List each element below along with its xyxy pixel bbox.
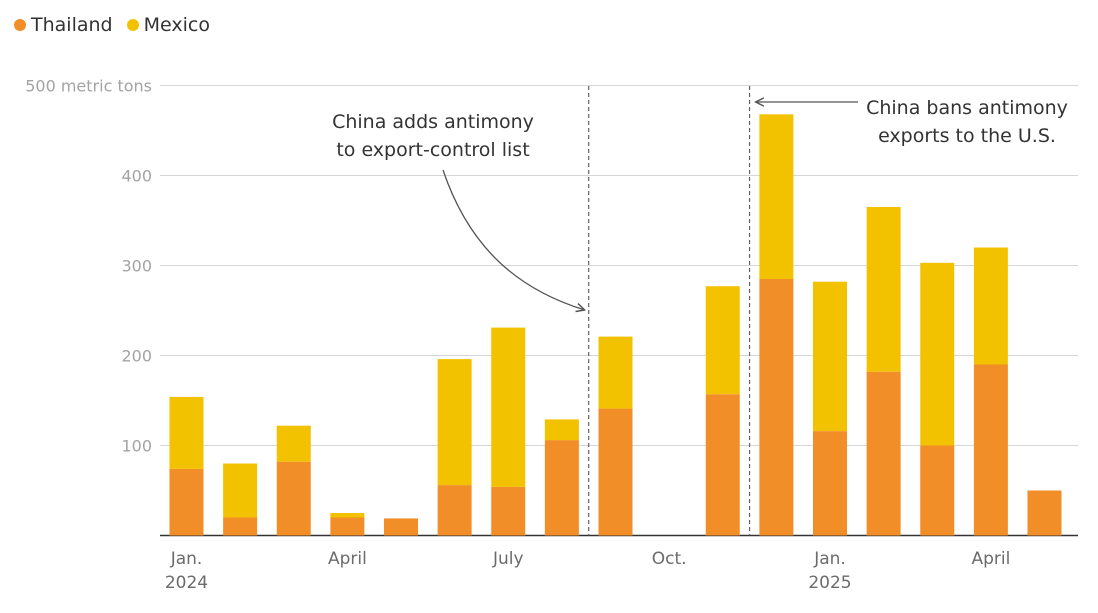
annotation-export-control: to export-control list xyxy=(336,139,529,161)
bar-thailand xyxy=(1027,490,1062,536)
x-axis-labels: Jan. 2024 April July Oct. Jan. 2025 April xyxy=(165,549,1010,593)
x-tick-year-label: 2024 xyxy=(165,573,208,593)
annotation-arrow-curved xyxy=(442,169,585,310)
annotation-export-control: China adds antimony xyxy=(332,111,534,133)
bar-thailand xyxy=(169,468,204,536)
bar-mexico xyxy=(437,359,472,486)
legend-swatch-thailand xyxy=(14,19,26,31)
bar-thailand xyxy=(491,486,526,536)
y-tick-label: 100 xyxy=(121,437,152,456)
bar-mexico xyxy=(223,463,258,518)
bar-thailand xyxy=(437,485,472,536)
legend-swatch-mexico xyxy=(126,19,139,31)
bar-mexico xyxy=(973,247,1008,365)
legend-item-mexico: Mexico xyxy=(126,14,210,36)
x-tick-label: Jan. xyxy=(813,549,846,569)
annotation-export-ban: China bans antimony xyxy=(866,97,1068,119)
bar-mexico xyxy=(491,327,526,487)
bar-thailand xyxy=(759,279,794,536)
bar-thailand xyxy=(223,517,258,536)
bar-thailand xyxy=(276,461,311,536)
bar-thailand xyxy=(384,518,418,536)
bar-thailand xyxy=(705,394,740,536)
y-tick-label: 400 xyxy=(121,167,152,186)
x-tick-label: April xyxy=(328,549,367,569)
x-tick-label: July xyxy=(492,549,524,569)
bar-mexico xyxy=(813,281,847,432)
event-markers: China adds antimony to export-control lis… xyxy=(332,86,1068,536)
bar-mexico xyxy=(705,286,740,395)
x-tick-label: Jan. xyxy=(170,549,203,569)
bar-thailand xyxy=(920,445,955,536)
bar-mexico xyxy=(866,207,901,372)
chart-legend: Thailand Mexico xyxy=(14,14,224,36)
y-tick-label: 300 xyxy=(121,257,152,276)
bar-thailand xyxy=(973,364,1008,536)
x-tick-label: April xyxy=(971,549,1010,569)
bar-mexico xyxy=(759,114,794,279)
bar-mexico xyxy=(920,262,955,446)
legend-label-thailand: Thailand xyxy=(31,14,113,36)
bar-thailand xyxy=(813,431,847,536)
y-axis-labels: 100 200 300 400 500 metric tons xyxy=(25,77,152,456)
legend-item-thailand: Thailand xyxy=(14,14,113,36)
bar-thailand xyxy=(330,517,365,536)
bar-mexico xyxy=(169,396,204,469)
x-tick-year-label: 2025 xyxy=(808,573,851,593)
bars xyxy=(169,114,1062,536)
bar-mexico xyxy=(330,513,365,518)
bar-mexico xyxy=(598,336,633,409)
x-tick-label: Oct. xyxy=(652,549,687,569)
bar-thailand xyxy=(598,408,633,536)
annotation-export-ban: exports to the U.S. xyxy=(878,125,1056,147)
bar-mexico xyxy=(276,425,311,462)
legend-label-mexico: Mexico xyxy=(143,14,210,36)
bar-thailand xyxy=(866,371,901,536)
bar-thailand xyxy=(544,440,579,536)
y-tick-label: 200 xyxy=(121,347,152,366)
bar-mexico xyxy=(544,419,579,441)
y-tick-label: 500 metric tons xyxy=(25,77,152,96)
